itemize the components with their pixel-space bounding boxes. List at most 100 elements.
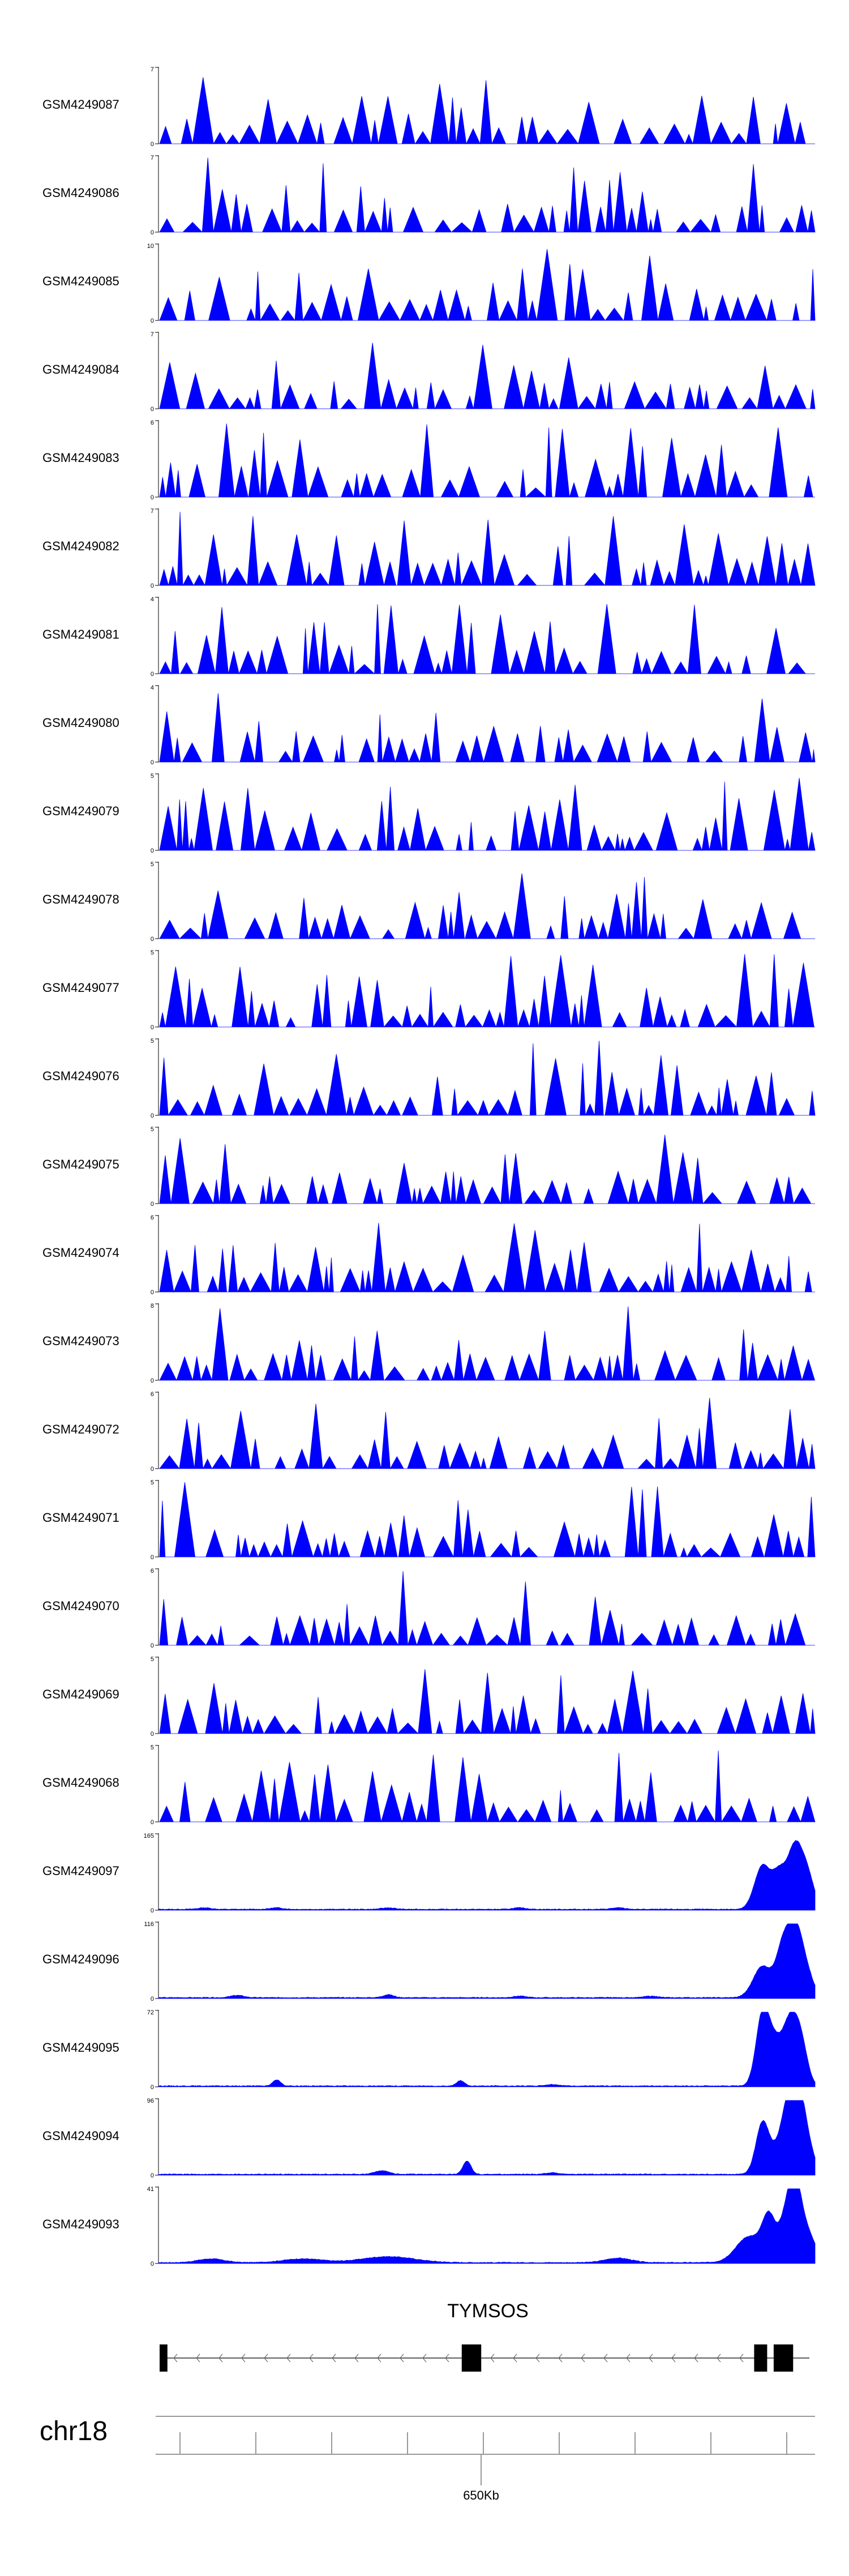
y-max-tick: 5 xyxy=(151,949,154,956)
track-label: GSM4249071 xyxy=(42,1510,119,1525)
y-min-tick: 0 xyxy=(151,1289,154,1296)
track-GSM4249069: GSM4249069 5 0 xyxy=(42,1656,816,1738)
signal-area xyxy=(158,1398,816,1470)
strand-arrow xyxy=(218,2354,223,2363)
position-label: 650Kb xyxy=(463,2488,499,2502)
signal-area xyxy=(158,777,816,851)
y-min-tick: 0 xyxy=(151,1024,154,1031)
chromosome-label: chr18 xyxy=(40,2416,108,2446)
track-label: GSM4249094 xyxy=(42,2129,119,2143)
y-min-tick: 0 xyxy=(151,141,154,148)
y-max-tick: 6 xyxy=(151,420,154,426)
y-max-tick: 96 xyxy=(147,2098,154,2104)
strand-arrow xyxy=(739,2354,744,2363)
y-min-tick: 0 xyxy=(151,936,154,943)
strand-arrow xyxy=(535,2354,540,2363)
strand-arrow xyxy=(694,2354,698,2363)
track-label: GSM4249072 xyxy=(42,1422,119,1436)
strand-arrow xyxy=(264,2354,268,2363)
signal-area xyxy=(158,1669,816,1735)
track-label: GSM4249083 xyxy=(42,451,119,465)
signal-area xyxy=(158,1041,816,1116)
y-min-tick: 0 xyxy=(151,759,154,766)
track-GSM4249096: GSM4249096 116 0 xyxy=(42,1921,816,2002)
track-label: GSM4249073 xyxy=(42,1334,119,1348)
signal-area xyxy=(158,1223,815,1293)
ruler-ticks xyxy=(179,2432,787,2485)
signal-area xyxy=(158,1306,815,1381)
gene-name-label: TYMSOS xyxy=(447,2300,529,2322)
strand-arrow xyxy=(286,2354,291,2363)
y-min-tick: 0 xyxy=(151,1112,154,1119)
track-label: GSM4249093 xyxy=(42,2217,119,2231)
track-label: GSM4249086 xyxy=(42,186,119,200)
signal-area xyxy=(158,511,816,587)
y-max-tick: 7 xyxy=(151,155,154,161)
track-GSM4249080: GSM4249080 4 0 xyxy=(42,684,816,766)
strand-arrow xyxy=(377,2354,381,2363)
strand-arrow xyxy=(649,2354,653,2363)
y-max-tick: 5 xyxy=(151,773,154,780)
signal-area xyxy=(158,1923,816,1999)
strand-arrow xyxy=(354,2354,359,2363)
y-max-tick: 4 xyxy=(151,684,154,691)
track-GSM4249083: GSM4249083 6 0 xyxy=(42,420,815,501)
track-GSM4249070: GSM4249070 6 0 xyxy=(42,1568,815,1649)
track-label: GSM4249095 xyxy=(42,2040,119,2055)
track-label: GSM4249078 xyxy=(42,892,119,906)
strand-arrow xyxy=(513,2354,517,2363)
signal-area xyxy=(158,1135,815,1205)
track-label: GSM4249085 xyxy=(42,274,119,288)
track-label: GSM4249081 xyxy=(42,627,119,641)
y-min-tick: 0 xyxy=(151,1731,154,1738)
track-GSM4249074: GSM4249074 6 0 xyxy=(42,1214,815,1296)
y-min-tick: 0 xyxy=(151,1201,154,1208)
strand-arrow xyxy=(445,2354,449,2363)
track-GSM4249093: GSM4249093 41 0 xyxy=(42,2186,816,2267)
track-label: GSM4249070 xyxy=(42,1599,119,1613)
track-label: GSM4249068 xyxy=(42,1775,119,1790)
signal-area xyxy=(158,249,816,322)
track-GSM4249097: GSM4249097 165 0 xyxy=(42,1833,816,1914)
strand-arrow xyxy=(581,2354,585,2363)
y-max-tick: 8 xyxy=(151,1303,154,1310)
signal-area xyxy=(158,2012,816,2087)
strand-arrow xyxy=(603,2354,608,2363)
track-GSM4249095: GSM4249095 72 0 xyxy=(42,2009,816,2091)
y-min-tick: 0 xyxy=(151,1819,154,1826)
signal-area xyxy=(158,343,816,410)
signal-area xyxy=(158,1840,816,1911)
track-GSM4249077: GSM4249077 5 0 xyxy=(42,949,815,1031)
signal-area xyxy=(158,1751,816,1823)
y-max-tick: 72 xyxy=(147,2009,154,2016)
y-min-tick: 0 xyxy=(151,583,154,589)
y-max-tick: 6 xyxy=(151,1568,154,1574)
y-min-tick: 0 xyxy=(151,848,154,854)
y-max-tick: 5 xyxy=(151,861,154,868)
exon-block xyxy=(461,2344,482,2372)
signal-area xyxy=(158,157,816,233)
track-GSM4249071: GSM4249071 5 0 xyxy=(42,1479,816,1561)
y-min-tick: 0 xyxy=(151,406,154,413)
y-min-tick: 0 xyxy=(151,1907,154,1914)
y-max-tick: 6 xyxy=(151,1391,154,1398)
strand-arrow xyxy=(332,2354,336,2363)
y-max-tick: 4 xyxy=(151,596,154,603)
strand-arrow xyxy=(241,2354,246,2363)
y-min-tick: 0 xyxy=(151,1996,154,2002)
strand-arrow xyxy=(309,2354,314,2363)
y-max-tick: 116 xyxy=(144,1921,154,1928)
track-GSM4249085: GSM4249085 10 0 xyxy=(42,243,816,324)
gene-annotation: TYMSOS xyxy=(160,2300,809,2372)
y-max-tick: 7 xyxy=(151,331,154,338)
strand-arrow xyxy=(422,2354,427,2363)
y-min-tick: 0 xyxy=(151,2261,154,2267)
y-max-tick: 7 xyxy=(151,66,154,73)
y-min-tick: 0 xyxy=(151,671,154,678)
exon-block xyxy=(160,2344,168,2372)
y-min-tick: 0 xyxy=(151,1377,154,1384)
y-max-tick: 5 xyxy=(151,1038,154,1045)
track-label: GSM4249080 xyxy=(42,716,119,730)
signal-area xyxy=(158,2188,816,2264)
